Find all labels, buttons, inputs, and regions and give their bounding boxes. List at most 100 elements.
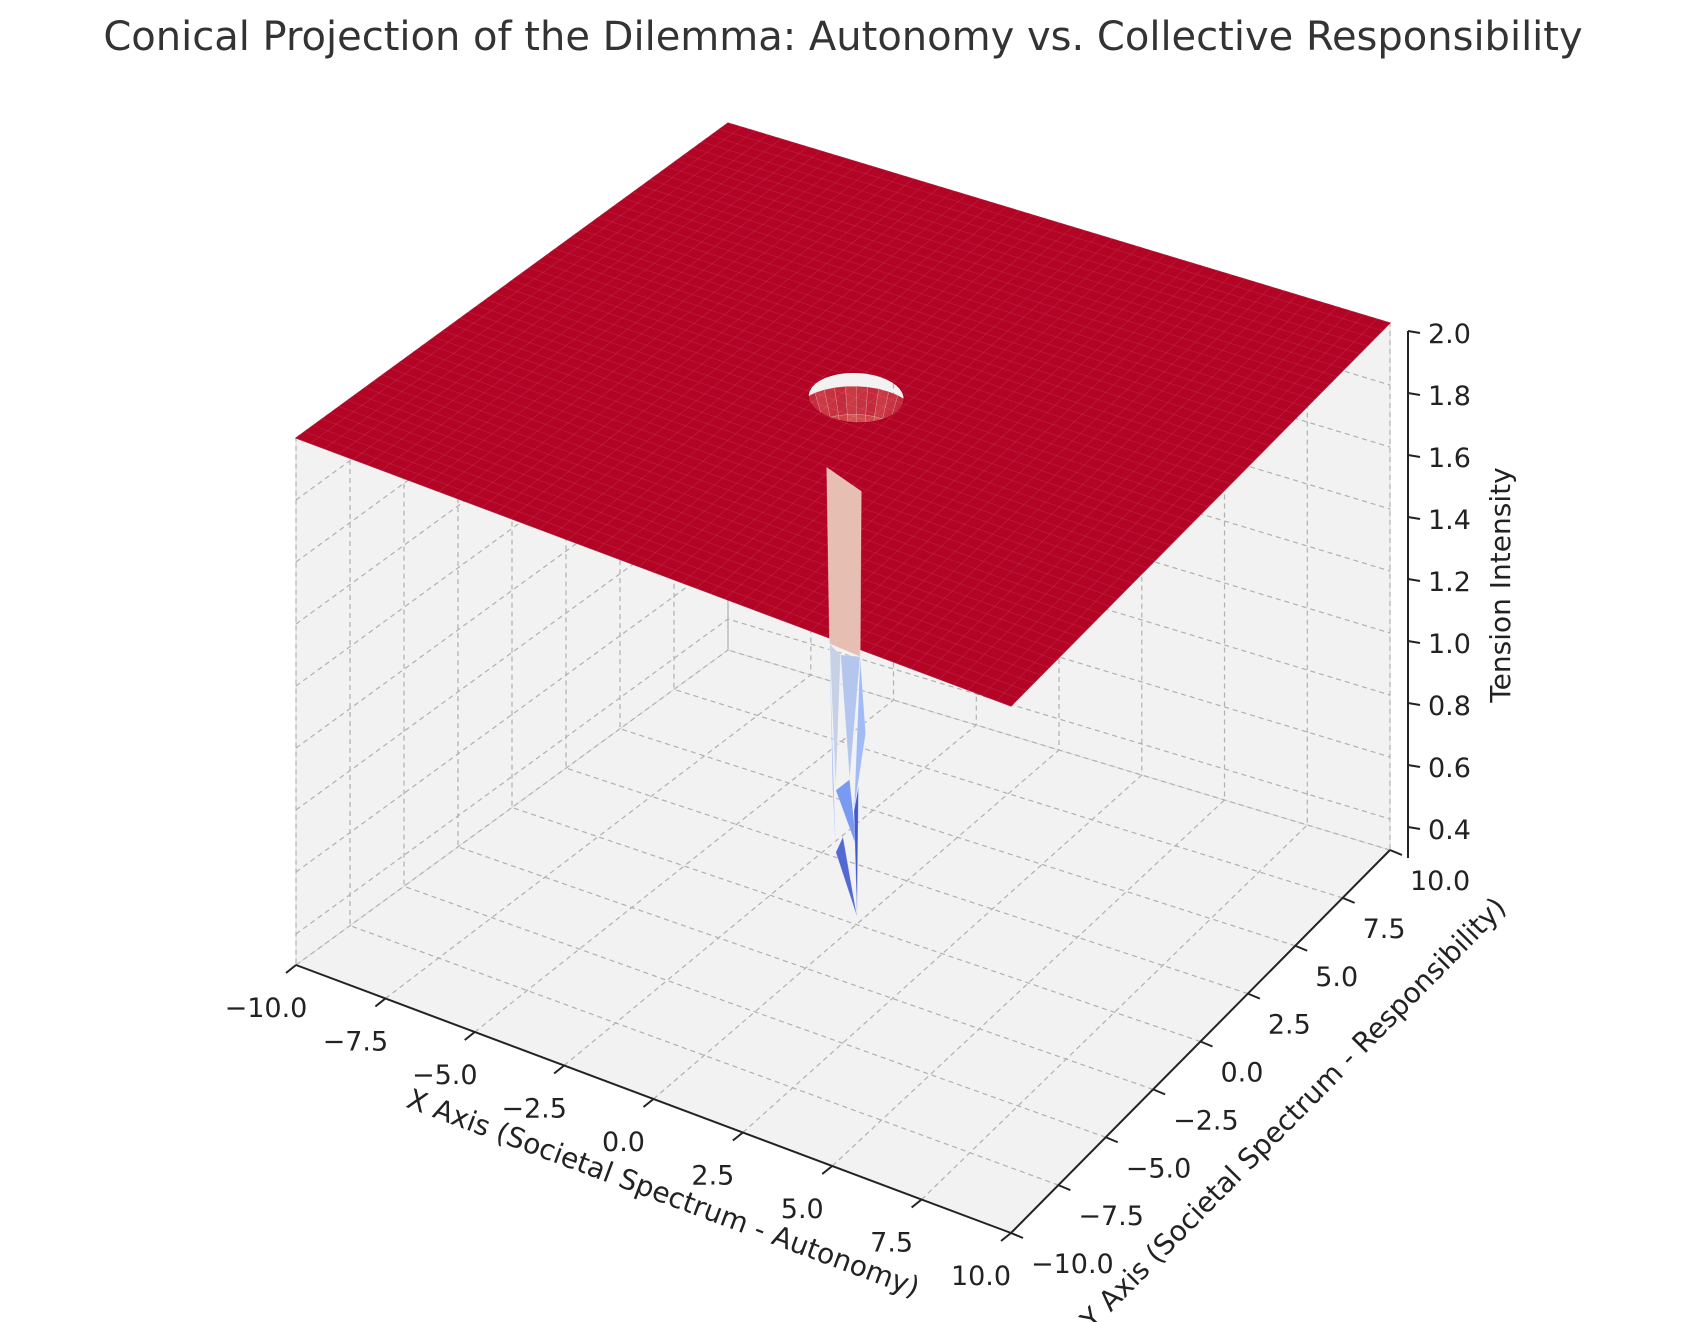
mesh-line (824, 270, 1219, 637)
z-tick-label: 1.6 (1428, 443, 1471, 474)
mesh-line (853, 278, 1245, 648)
y-tick (1152, 1088, 1166, 1096)
mesh-line (304, 431, 1019, 699)
y-tick (1010, 1232, 1024, 1239)
mesh-line (563, 242, 1247, 469)
cone-facet (853, 786, 859, 917)
mesh-line (524, 186, 941, 525)
z-tick (1407, 640, 1421, 644)
mesh-line (538, 190, 954, 530)
mesh-line (438, 162, 861, 492)
mesh-line (653, 222, 1060, 573)
mesh-line (553, 194, 967, 535)
mesh-line (624, 214, 1033, 562)
cone-facet (829, 642, 842, 791)
surface-plateau (294, 122, 1391, 707)
mesh-line (347, 399, 1057, 661)
mesh-line (399, 362, 1103, 615)
surface-plateau-face (294, 122, 1391, 707)
cone-facet (853, 656, 867, 811)
x-tick (374, 997, 386, 1008)
mesh-line (295, 437, 1012, 707)
cone-facet (835, 835, 858, 917)
z-tick-label: 0.6 (1428, 753, 1471, 784)
mesh-line (365, 387, 1072, 646)
mesh-line (667, 166, 1338, 377)
mesh-line (796, 262, 1192, 626)
surface-cone (826, 466, 867, 917)
mesh-line (481, 174, 901, 508)
x-tick (464, 1031, 476, 1041)
mesh-line (867, 282, 1258, 653)
x-tick (1000, 1232, 1012, 1242)
x-tick-label: 10.0 (951, 1261, 1011, 1292)
y-tick-label: 2.5 (1268, 1010, 1311, 1041)
mesh-line (953, 306, 1338, 685)
y-tick (1105, 1136, 1119, 1144)
y-tick-label: −10.0 (1031, 1249, 1114, 1280)
z-tick (1407, 826, 1421, 830)
mesh-line (520, 273, 1209, 508)
z-tick-label: 2.0 (1428, 319, 1471, 350)
mesh-line (681, 230, 1086, 583)
mesh-line (356, 393, 1065, 653)
y-tick (1247, 992, 1261, 1000)
y-tick-label: 10.0 (1410, 866, 1470, 897)
x-tick-label: −10.0 (225, 993, 308, 1024)
mesh-line (529, 267, 1216, 500)
y-tick (1342, 896, 1356, 904)
cone-facet (840, 654, 861, 780)
cone-facet (826, 466, 862, 658)
mesh-line (939, 302, 1325, 680)
y-tick-label: 5.0 (1315, 962, 1358, 993)
z-tick (1407, 454, 1421, 458)
x-tick-label: −2.5 (501, 1094, 567, 1125)
x-tick (642, 1098, 655, 1108)
mesh-line (424, 158, 848, 487)
mesh-line (510, 182, 927, 519)
x-tick-label: 5.0 (781, 1194, 824, 1225)
mesh-line (313, 425, 1027, 692)
mesh-line (924, 298, 1311, 675)
z-tick (1407, 330, 1421, 334)
mesh-line (477, 305, 1171, 546)
z-tick-label: 0.4 (1428, 815, 1471, 846)
x-tick-label: −7.5 (323, 1027, 389, 1058)
mesh-line (753, 250, 1152, 610)
mesh-line (710, 238, 1113, 594)
x-tick-label: 7.5 (870, 1228, 913, 1259)
mesh-line (460, 317, 1156, 561)
mesh-line (684, 154, 1353, 362)
y-tick-label: −5.0 (1126, 1153, 1192, 1184)
mesh-line (606, 210, 1284, 431)
mesh-line (701, 141, 1368, 347)
mesh-line (495, 178, 914, 514)
y-tick (1200, 1040, 1213, 1048)
mesh-line (416, 349, 1118, 600)
z-tick (1407, 702, 1421, 706)
grid-line-y (619, 201, 1296, 947)
chart-title: Conical Projection of the Dilemma: Auton… (103, 14, 1583, 60)
z-tick-label: 1.8 (1428, 381, 1471, 412)
cone-facet (835, 778, 858, 849)
mesh-line (615, 204, 1292, 423)
z-tick (1407, 764, 1421, 768)
mesh-line (710, 135, 1375, 339)
mesh-line (434, 336, 1133, 584)
grid-line-y (457, 319, 1154, 1090)
mesh-line (727, 122, 1391, 324)
mesh-line (295, 122, 729, 439)
mesh-line (503, 286, 1194, 523)
mesh-line (367, 142, 795, 466)
mesh-line (485, 299, 1178, 538)
mesh-line (810, 266, 1205, 632)
mesh-line (451, 324, 1148, 569)
mesh-line (453, 166, 874, 498)
x-tick-label: 2.5 (691, 1161, 734, 1192)
mesh-line (425, 343, 1125, 592)
mesh-line (382, 374, 1087, 630)
surface-mesh (295, 122, 1391, 707)
mesh-line (641, 185, 1315, 400)
x-tick-label: −5.0 (412, 1060, 478, 1091)
mesh-line (693, 147, 1360, 354)
